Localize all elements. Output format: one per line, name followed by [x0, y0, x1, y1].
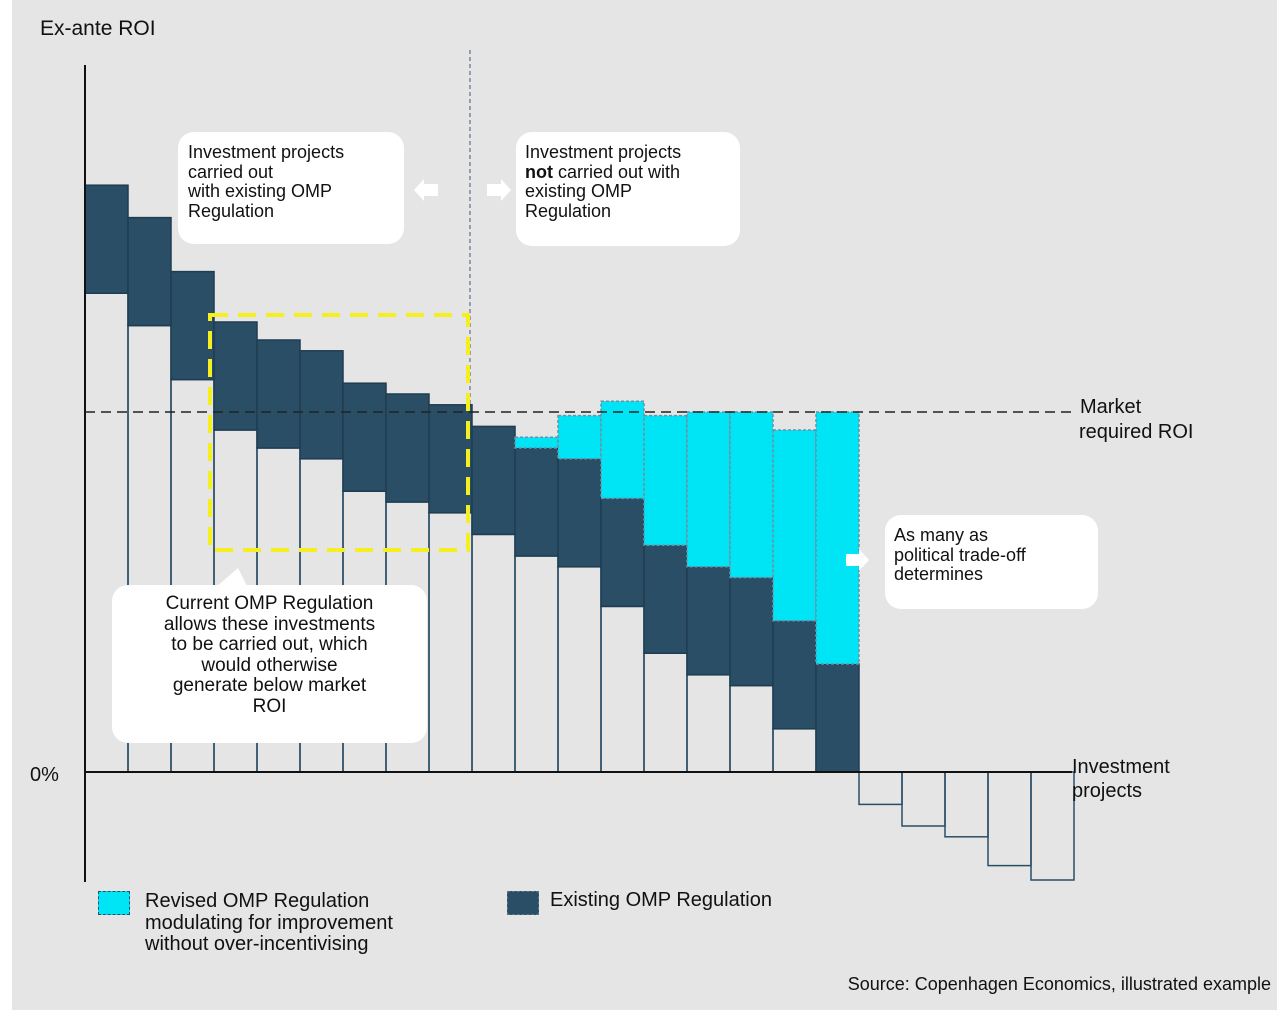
bar-base-13 — [600, 605, 645, 773]
bar-existing-2 — [127, 216, 172, 327]
bar-existing-7 — [342, 382, 387, 492]
legend-revised-line3: without over-incentivising — [145, 933, 369, 955]
callout-current-line3: to be carried out, which — [171, 634, 368, 655]
bar-base-19 — [858, 771, 903, 806]
bar-base-22 — [987, 771, 1032, 867]
bar-revised-16 — [729, 411, 774, 579]
callout-not-carried-out: Investment projects not carried out with… — [516, 132, 740, 246]
bar-revised-12 — [557, 414, 602, 460]
legend-revised-line2: modulating for improvement — [145, 911, 393, 934]
bar-existing-6 — [299, 350, 344, 460]
bar-base-15 — [686, 674, 731, 773]
x-axis-label: Investment projects — [1072, 755, 1242, 803]
bar-revised-14 — [643, 414, 688, 546]
legend-revised-line1: Revised OMP Regulation — [145, 890, 370, 912]
market-roi-label: Market required ROI — [1079, 395, 1194, 445]
bar-existing-15 — [686, 566, 731, 676]
callout-carried-line3: with existing OMP — [188, 181, 333, 201]
callout-not-line2-rest: carried out with — [552, 161, 681, 182]
bar-revised-13 — [600, 400, 645, 500]
market-roi-label-line1: Market — [1080, 396, 1142, 418]
callout-current-line4: would otherwise — [201, 654, 338, 676]
right-arrow-icon — [487, 179, 511, 201]
bar-existing-12 — [557, 458, 602, 568]
bar-base-16 — [729, 684, 774, 773]
bar-existing-10 — [471, 425, 516, 536]
callout-political-line2: political trade-off — [894, 544, 1026, 565]
y-axis-label: Ex-ante ROI — [40, 17, 156, 40]
legend-label-revised: Revised OMP Regulation modulating for im… — [145, 890, 393, 956]
legend-label-existing: Existing OMP Regulation — [550, 889, 772, 911]
bar-base-14 — [643, 652, 688, 773]
bar-revised-11 — [514, 436, 559, 449]
bar-revised-15 — [686, 411, 731, 568]
legend-swatch-revised — [98, 891, 130, 915]
bar-existing-14 — [643, 544, 688, 654]
callout-current-omp: Current OMP Regulation allows these inve… — [112, 585, 427, 743]
bar-existing-13 — [600, 497, 645, 608]
callout-not-line4: Regulation — [525, 200, 612, 221]
bar-base-10 — [471, 533, 516, 773]
y-zero-label: 0% — [30, 764, 59, 786]
callout-not-line1: Investment projects — [525, 142, 682, 162]
bar-existing-16 — [729, 576, 774, 687]
bar-base-21 — [944, 771, 989, 838]
bar-revised-17 — [772, 429, 817, 622]
x-axis-label-line1: Investment projects — [1072, 756, 1170, 802]
callout-current-line1: Current OMP Regulation — [165, 593, 374, 614]
bar-base-23 — [1030, 771, 1075, 881]
bar-base-17 — [772, 728, 817, 773]
left-arrow-icon — [414, 179, 438, 201]
callout-not-bold: not — [525, 161, 553, 182]
callout-political-tradeoff: As many as political trade-off determine… — [885, 515, 1098, 609]
bar-existing-4 — [213, 321, 258, 431]
bar-existing-8 — [385, 393, 430, 503]
callout-current-line5: generate below market — [172, 675, 367, 696]
callout-carried-line1: Investment projects — [188, 142, 345, 162]
callout-carried-out: Investment projects carried out with exi… — [178, 132, 404, 244]
highlight-box — [208, 313, 470, 552]
callout-current-line6: ROI — [252, 695, 287, 717]
callout-political-line3: determines — [894, 564, 984, 584]
callout-not-line3: existing OMP — [525, 181, 633, 201]
bar-existing-5 — [256, 339, 301, 449]
callout-current-line2: allows these investments — [163, 613, 376, 635]
bar-base-20 — [901, 771, 946, 827]
legend-swatch-existing — [507, 891, 539, 915]
bar-existing-11 — [514, 447, 559, 557]
callout-carried-line4: Regulation — [188, 200, 275, 221]
bars-layer — [84, 184, 1075, 881]
bar-existing-1 — [84, 184, 129, 294]
right-arrow-icon-2 — [846, 549, 869, 571]
bar-existing-18 — [815, 663, 860, 773]
callout-political-line1: As many as — [894, 525, 989, 545]
callout-carried-line2: carried out — [188, 161, 274, 182]
bar-existing-17 — [772, 620, 817, 730]
source-note: Source: Copenhagen Economics, illustrate… — [847, 974, 1271, 994]
market-roi-label-line2: required ROI — [1079, 421, 1194, 443]
callout-not-line2: not carried out with — [525, 161, 740, 183]
bar-existing-3 — [170, 270, 215, 381]
bar-base-12 — [557, 566, 602, 773]
bar-existing-9 — [428, 404, 473, 514]
bar-base-11 — [514, 555, 559, 773]
bar-revised-18 — [815, 411, 860, 665]
